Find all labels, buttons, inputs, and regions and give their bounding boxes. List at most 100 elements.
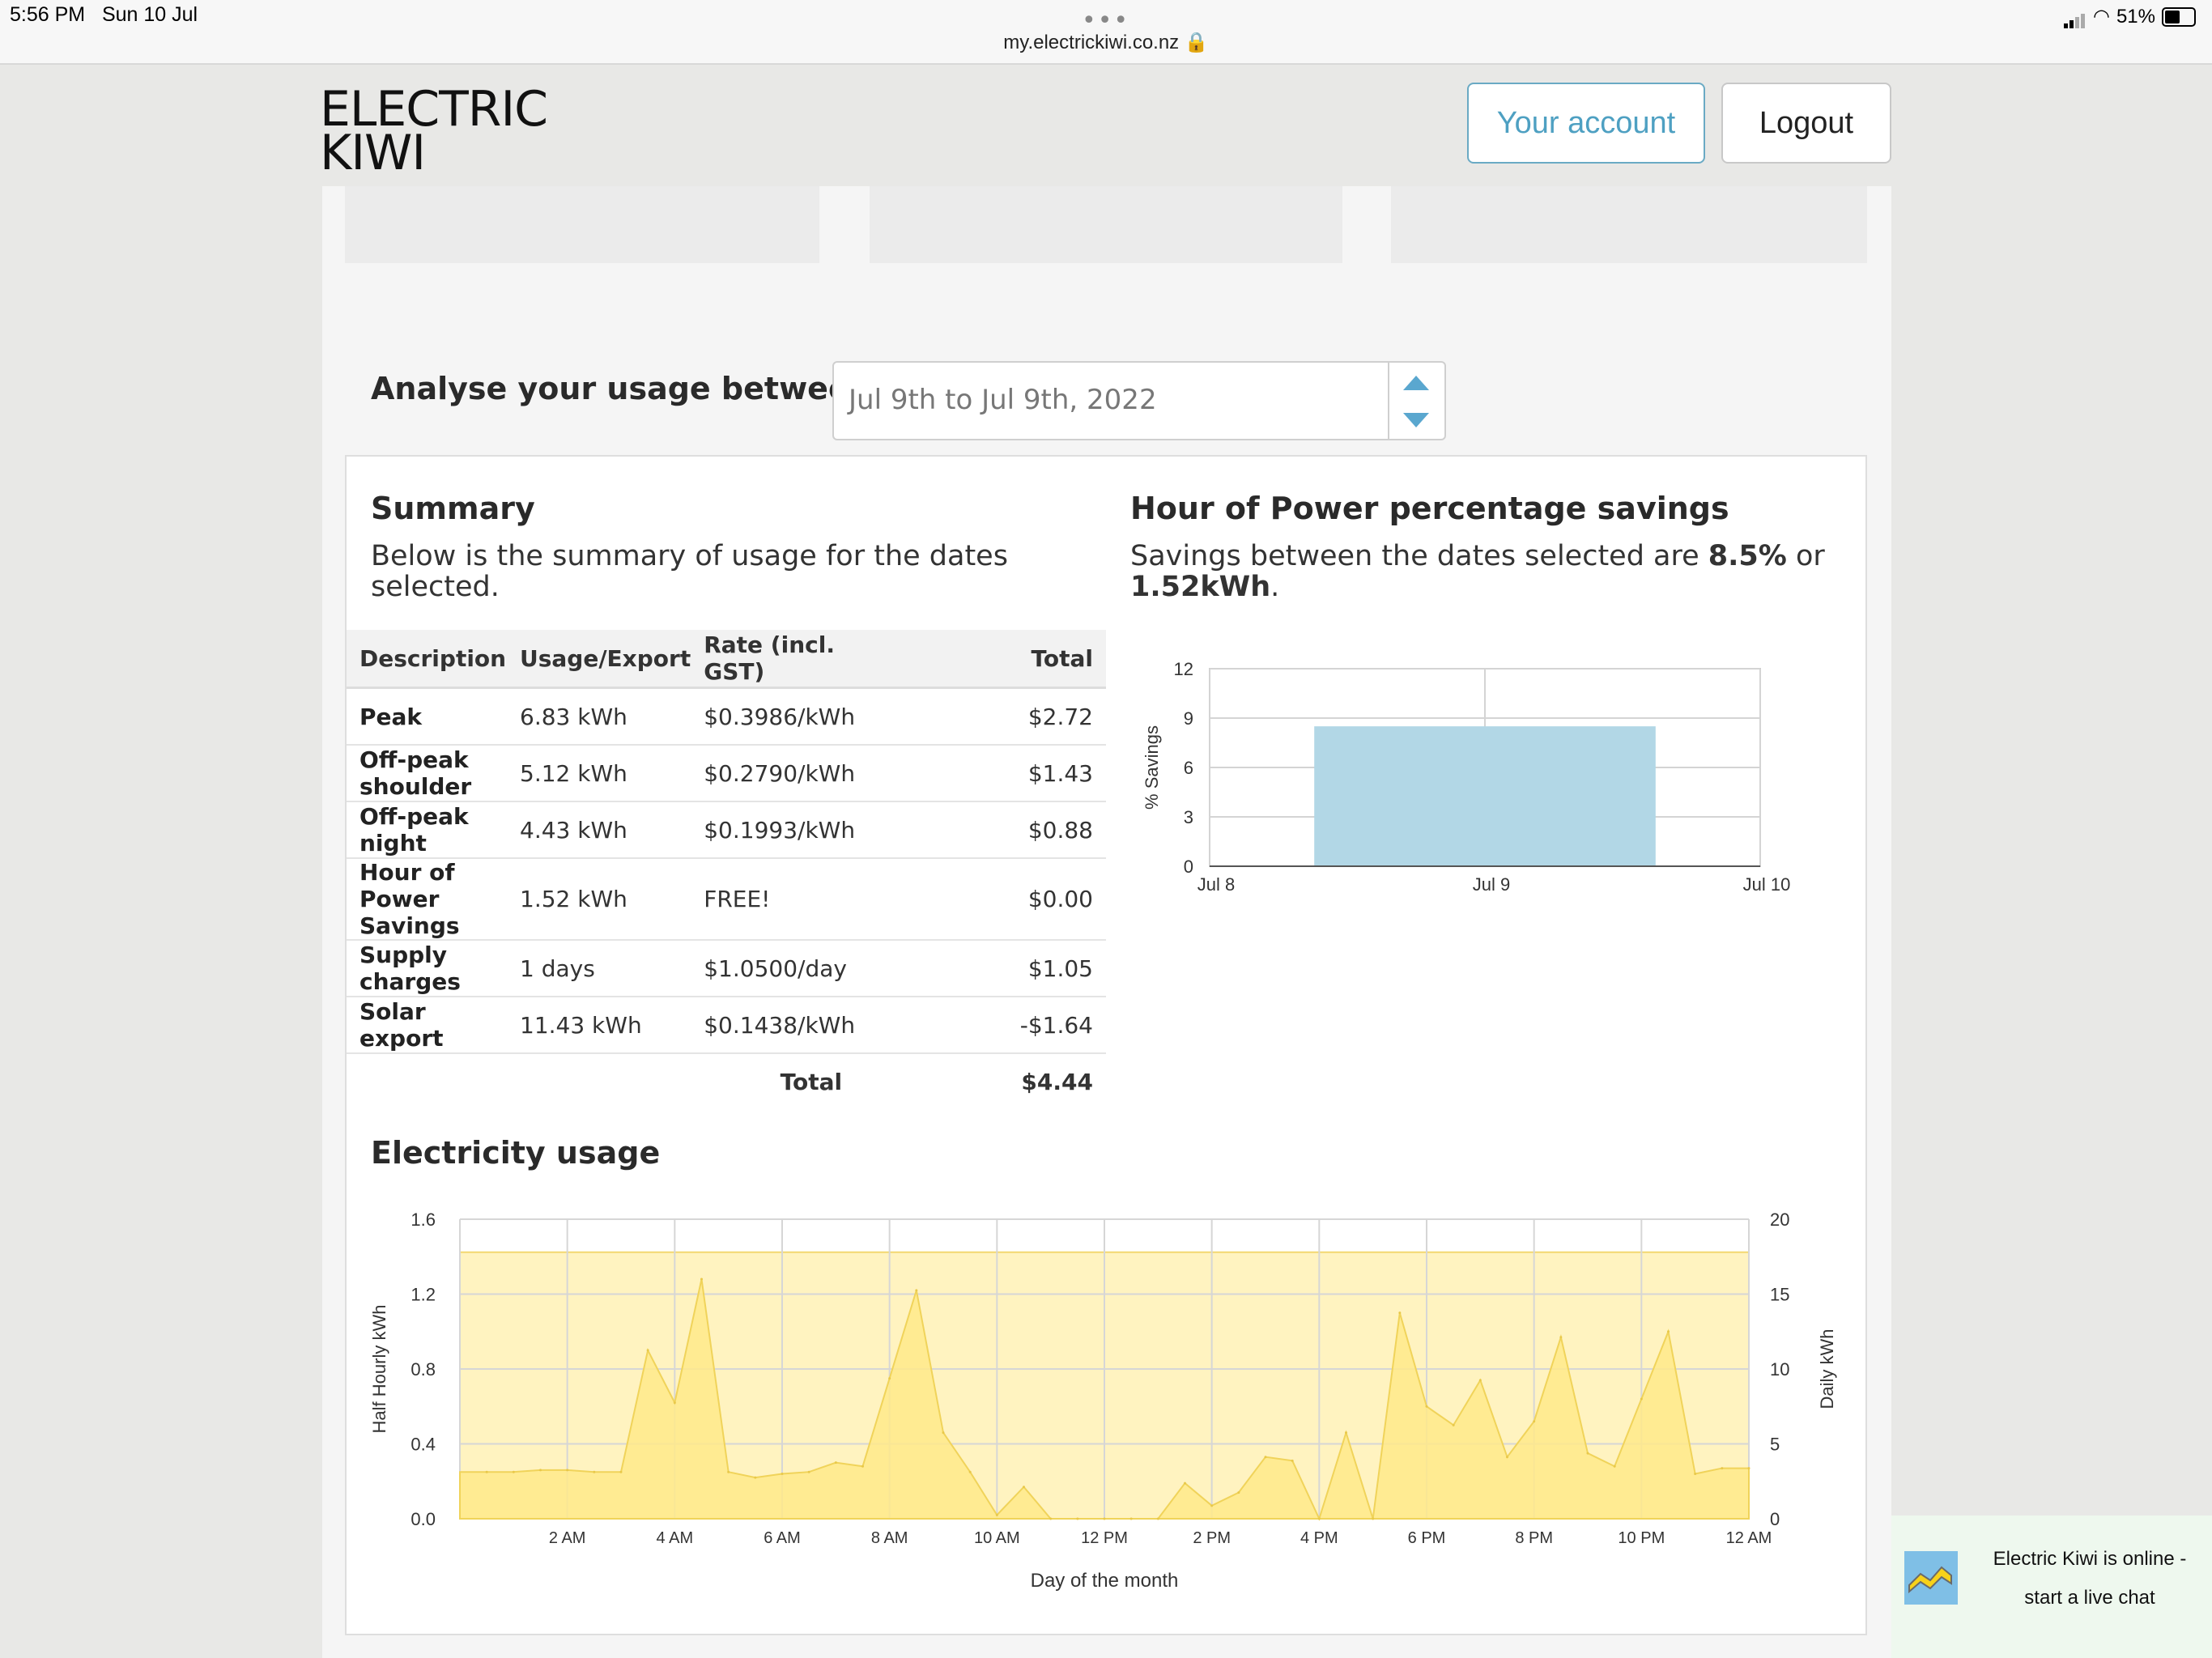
cell-usage: 4.43 kWh [507,801,691,859]
half-hourly-point [1103,1517,1106,1520]
date-range-picker[interactable]: Jul 9th to Jul 9th, 2022 [832,361,1446,440]
y-tick-label-right: 0 [1770,1509,1780,1529]
chevron-up-icon[interactable] [1403,376,1429,390]
y-axis-label: % Savings [1142,725,1162,810]
half-hourly-point [1506,1456,1508,1459]
half-hourly-point [781,1473,784,1475]
y-tick-label: 9 [1184,708,1193,729]
summary-title: Summary [371,491,535,526]
half-hourly-point [1613,1465,1616,1468]
column-header: Total [855,630,1106,689]
table-row: Hour of Power Savings 1.52 kWh FREE! $0.00 [347,858,1106,941]
column-header: Rate (incl. GST) [691,630,856,689]
half-hourly-point [995,1513,998,1516]
column-header: Usage/Export [507,630,691,689]
half-hourly-point [1237,1491,1240,1494]
half-hourly-point [1317,1517,1321,1520]
half-hourly-usage-area [459,1278,1750,1521]
tab-dots-icon[interactable]: ••• [1082,6,1130,35]
signal-icon [2064,6,2087,28]
column-header: Description [347,630,507,689]
cell-total: $0.00 [855,858,1106,941]
x-tick-label: 4 PM [1300,1529,1338,1547]
half-hourly-point [942,1431,945,1435]
half-hourly-point [915,1289,918,1292]
cell-usage: 1.52 kWh [507,858,691,941]
cell-rate: $1.0500/day [691,940,856,997]
x-tick-label: 4 AM [657,1529,694,1547]
y-tick-label: 0 [1184,857,1193,877]
half-hourly-point [888,1377,891,1380]
live-chat-text: Electric Kiwi is online - start a live c… [1993,1548,2187,1609]
hop-title: Hour of Power percentage savings [1130,491,1729,526]
cell-rate: FREE! [691,858,856,941]
half-hourly-point [512,1470,515,1473]
half-hourly-point [861,1465,864,1468]
half-hourly-point [1156,1517,1159,1520]
cell-rate: $0.3986/kWh [691,687,856,746]
brand-logo[interactable]: ELECTRIC KIWI [320,81,548,181]
live-chat-widget[interactable]: Electric Kiwi is online - start a live c… [1891,1516,2212,1658]
analyse-label: Analyse your usage between [371,371,871,406]
summary-tile [870,186,1342,263]
cell-usage: 1 days [507,940,691,997]
half-hourly-point [1452,1423,1455,1426]
y-tick-label-right: 10 [1770,1359,1789,1380]
half-hourly-point [700,1278,703,1281]
cell-description: Hour of Power Savings [347,858,507,941]
kiwi-icon [1904,1551,1958,1605]
half-hourly-point [1694,1473,1697,1475]
x-tick-label: 8 PM [1515,1529,1553,1547]
logout-button[interactable]: Logout [1721,83,1891,164]
x-tick-label: 6 PM [1408,1529,1446,1547]
date-stepper[interactable] [1388,363,1444,439]
y-tick-label: 3 [1184,807,1193,827]
y-tick-label-left: 0.0 [410,1509,436,1529]
y-tick-label: 12 [1174,659,1193,679]
half-hourly-point [619,1470,623,1473]
chevron-down-icon[interactable] [1403,413,1429,427]
x-tick-label: 10 AM [974,1529,1020,1547]
x-tick-label: 2 AM [549,1529,586,1547]
electricity-usage-title: Electricity usage [371,1135,661,1171]
half-hourly-point [727,1470,730,1473]
x-axis-label: Day of the month [1031,1570,1179,1592]
hop-kwh: 1.52kWh [1130,571,1271,603]
table-row: Supply charges 1 days $1.0500/day $1.05 [347,940,1106,997]
date-range-value: Jul 9th to Jul 9th, 2022 [849,384,1157,416]
cell-rate: $0.1438/kWh [691,997,856,1054]
half-hourly-point [1372,1517,1375,1520]
table-row: Off-peak night 4.43 kWh $0.1993/kWh $0.88 [347,801,1106,859]
half-hourly-point [673,1401,676,1405]
half-hourly-point [1049,1517,1053,1520]
cell-total: $1.05 [855,940,1106,997]
half-hourly-point [1667,1330,1670,1333]
half-hourly-point [1264,1456,1267,1459]
wifi-icon: ◠ [2093,6,2110,28]
total-value: $4.44 [1021,1068,1093,1095]
half-hourly-point [1184,1482,1186,1485]
half-hourly-point [1747,1467,1750,1470]
cell-usage: 6.83 kWh [507,687,691,746]
half-hourly-point [968,1470,972,1473]
x-tick-label: Jul 8 [1197,874,1235,895]
battery-icon [2162,6,2196,27]
half-hourly-point [1478,1379,1482,1382]
address-bar[interactable]: my.electrickiwi.co.nz 🔒 [1003,32,1209,53]
total-label: Total [780,1068,843,1095]
half-hourly-point [1721,1467,1724,1470]
half-hourly-point [1345,1431,1347,1435]
cell-rate: $0.1993/kWh [691,801,856,859]
y-tick-label-left: 0.8 [410,1359,436,1380]
half-hourly-point [1640,1397,1643,1401]
half-hourly-point [1586,1452,1589,1455]
half-hourly-point [1076,1517,1079,1520]
hop-description: Savings between the dates selected are 8… [1130,540,1825,603]
half-hourly-point [485,1470,488,1473]
x-tick-label: 12 AM [1726,1529,1772,1547]
cell-total: $0.88 [855,801,1106,859]
summary-tile [1391,186,1867,263]
your-account-button[interactable]: Your account [1467,83,1705,164]
hop-savings-chart: 0 3 6 9 12 Jul 8 Jul 9 Jul 10 % Savings [1142,659,1790,895]
half-hourly-point [1210,1504,1214,1507]
